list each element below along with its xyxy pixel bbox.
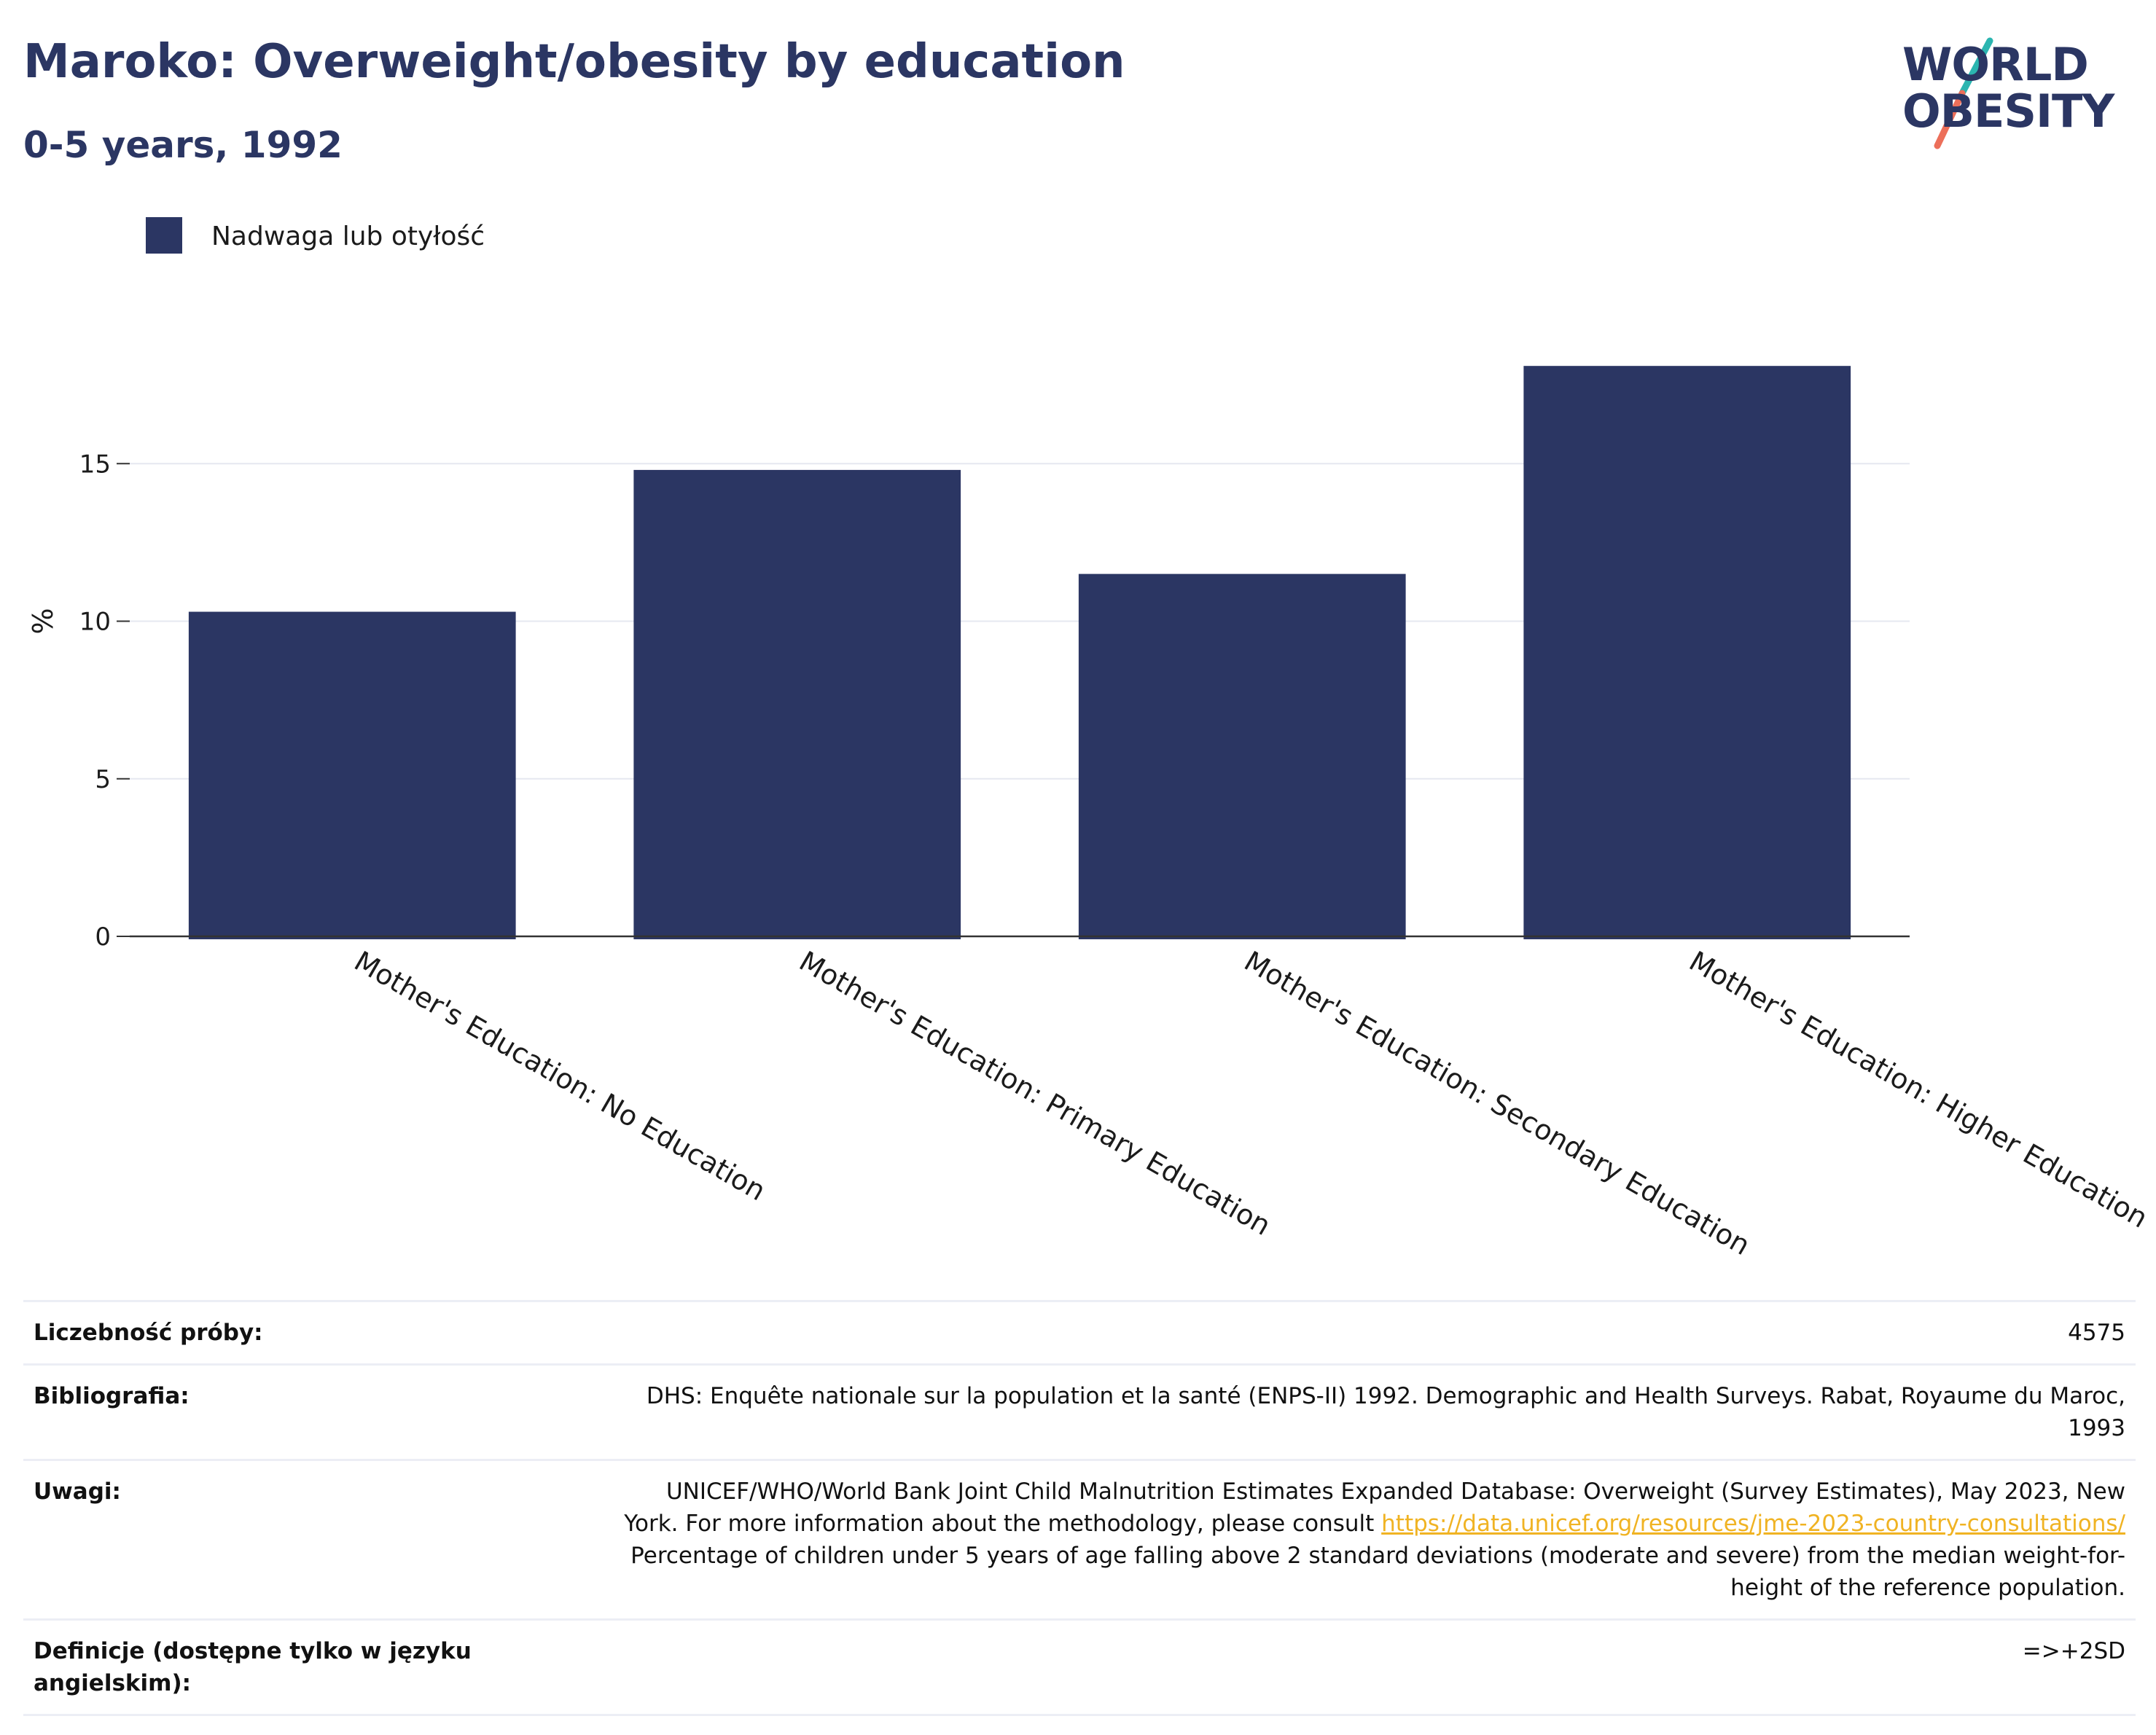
x-tick-label: Mother's Education: No Education (349, 945, 771, 1207)
sample-size-label: Liczebność próby: (34, 1320, 263, 1346)
y-axis-label: % (27, 608, 59, 634)
y-tick-label: 0 (95, 923, 111, 952)
bar[interactable] (1523, 366, 1851, 939)
bibliography-label: Bibliografia: (34, 1383, 190, 1409)
x-tick-label: Mother's Education: Secondary Education (1239, 945, 1756, 1262)
meta-row-sample: Liczebność próby: 4575 (23, 1300, 2136, 1363)
y-tick-label: 5 (95, 765, 111, 794)
logo-text-line2: OBESITY (1902, 85, 2114, 138)
legend-label: Nadwaga lub otyłość (211, 222, 485, 251)
notes-label: Uwagi: (34, 1479, 121, 1505)
logo-slash-top (1958, 37, 1993, 97)
meta-row-definitions: Definicje (dostępne tylko w języku angie… (23, 1618, 2136, 1716)
x-tick-label: Mother's Education: Primary Education (794, 945, 1276, 1242)
notes-text-pre: UNICEF/WHO/World Bank Joint Child Malnut… (624, 1479, 2125, 1537)
notes-link[interactable]: https://data.unicef.org/resources/jme-20… (1381, 1511, 2125, 1537)
logo-slash-icon (1934, 37, 1993, 149)
bar[interactable] (1078, 573, 1406, 939)
bar[interactable] (633, 469, 961, 939)
chart-title: Maroko: Overweight/obesity by education (23, 35, 1125, 89)
bibliography-value: DHS: Enquête nationale sur la population… (646, 1383, 2125, 1441)
meta-row-notes: Uwagi: UNICEF/WHO/World Bank Joint Child… (23, 1459, 2136, 1618)
x-tick-label: Mother's Education: Higher Education (1684, 945, 2153, 1234)
definitions-label: Definicje (dostępne tylko w języku angie… (34, 1638, 472, 1696)
x-tick-labels: Mother's Education: No Education Mother's… (349, 945, 2153, 1262)
definitions-value: =>+2SD (2022, 1638, 2125, 1664)
logo-slash-bottom (1934, 90, 1966, 149)
logo-text-line1: WORLD (1902, 38, 2089, 91)
y-tick-label: 10 (79, 608, 111, 637)
legend-swatch (146, 217, 182, 254)
bar[interactable] (188, 611, 516, 939)
sample-size-value: 4575 (2068, 1320, 2125, 1346)
meta-row-bibliography: Bibliografia: DHS: Enquête nationale sur… (23, 1363, 2136, 1459)
chart-subtitle: 0-5 years, 1992 (23, 124, 343, 166)
bars (188, 366, 1851, 939)
notes-value: UNICEF/WHO/World Bank Joint Child Malnut… (609, 1476, 2125, 1604)
metadata-table: Liczebność próby: 4575 Bibliografia: DHS… (23, 1300, 2136, 1716)
world-obesity-logo[interactable]: WORLD OBESITY (1902, 20, 2143, 152)
notes-text-post: Percentage of children under 5 years of … (630, 1543, 2125, 1601)
y-tick-labels: 0 5 10 15 (79, 450, 130, 952)
y-tick-label: 15 (79, 450, 111, 479)
